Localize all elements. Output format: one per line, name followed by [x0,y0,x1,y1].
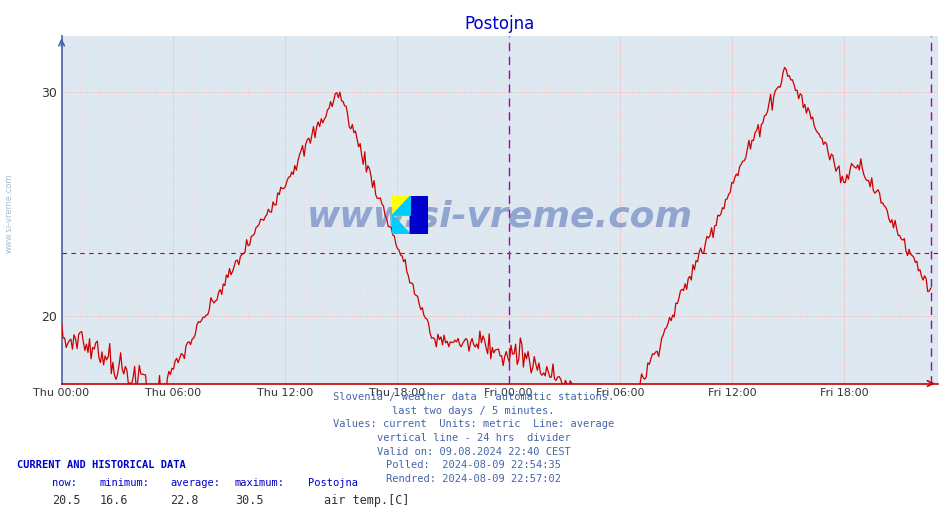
Text: maximum:: maximum: [235,478,285,488]
Polygon shape [392,196,410,215]
Text: www.si-vreme.com: www.si-vreme.com [5,174,14,253]
Polygon shape [392,215,410,234]
Title: Postojna: Postojna [464,15,535,33]
Text: minimum:: minimum: [99,478,150,488]
Text: air temp.[C]: air temp.[C] [324,494,409,507]
Text: now:: now: [52,478,77,488]
Text: 16.6: 16.6 [99,494,128,507]
Text: www.si-vreme.com: www.si-vreme.com [307,200,692,234]
Text: Postojna: Postojna [308,478,358,488]
Text: 20.5: 20.5 [52,494,80,507]
Text: average:: average: [170,478,221,488]
Polygon shape [392,196,410,215]
Text: 22.8: 22.8 [170,494,199,507]
Polygon shape [410,196,428,234]
Text: 30.5: 30.5 [235,494,263,507]
Text: CURRENT AND HISTORICAL DATA: CURRENT AND HISTORICAL DATA [17,460,186,470]
Text: Slovenia / weather data - automatic stations.
last two days / 5 minutes.
Values:: Slovenia / weather data - automatic stat… [333,392,614,484]
Polygon shape [410,196,428,234]
